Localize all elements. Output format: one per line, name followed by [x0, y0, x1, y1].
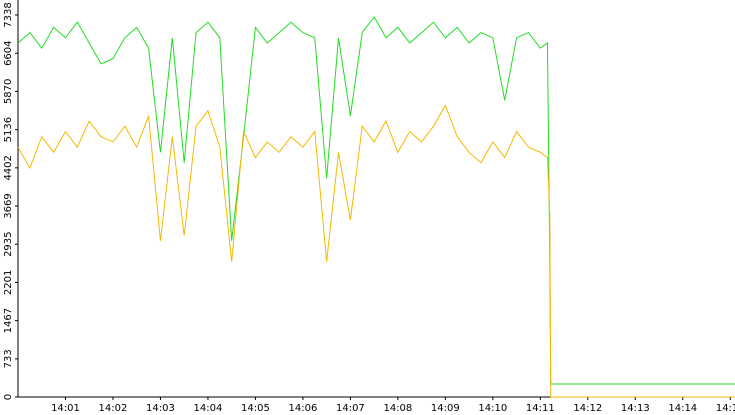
y-tick-label: 733 [3, 349, 14, 368]
x-tick-label: 14:01 [51, 403, 80, 414]
x-tick-label: 14:02 [99, 403, 128, 414]
y-tick-label: 7338 [3, 2, 14, 27]
x-tick-label: 14:08 [383, 403, 412, 414]
x-tick-label: 14:07 [336, 403, 365, 414]
x-tick-label: 14:09 [431, 403, 460, 414]
y-tick-label: 5136 [3, 117, 14, 142]
y-tick-label: 2935 [3, 231, 14, 256]
x-tick-label: 14:05 [241, 403, 270, 414]
x-tick-label: 14:04 [194, 403, 223, 414]
series-line [17, 16, 735, 385]
x-tick-label: 14:03 [146, 403, 175, 414]
y-tick-label: 3669 [3, 193, 14, 218]
y-tick-label: 0 [3, 394, 14, 400]
x-tick-label: 14:06 [288, 403, 317, 414]
series-line [17, 104, 735, 398]
x-tick-label: 14:12 [573, 403, 602, 414]
x-tick-label: 14:13 [621, 403, 650, 414]
y-tick-label: 4402 [3, 155, 14, 180]
x-tick-label: 14:11 [526, 403, 555, 414]
x-tick-label: 14:10 [478, 403, 507, 414]
y-tick-label: 1467 [3, 308, 14, 333]
y-tick-label: 2201 [3, 270, 14, 295]
y-tick-label: 6604 [3, 40, 14, 65]
x-tick-label: 14:15 [716, 403, 735, 414]
y-tick-label: 5870 [3, 79, 14, 104]
x-tick-label: 14:14 [668, 403, 697, 414]
